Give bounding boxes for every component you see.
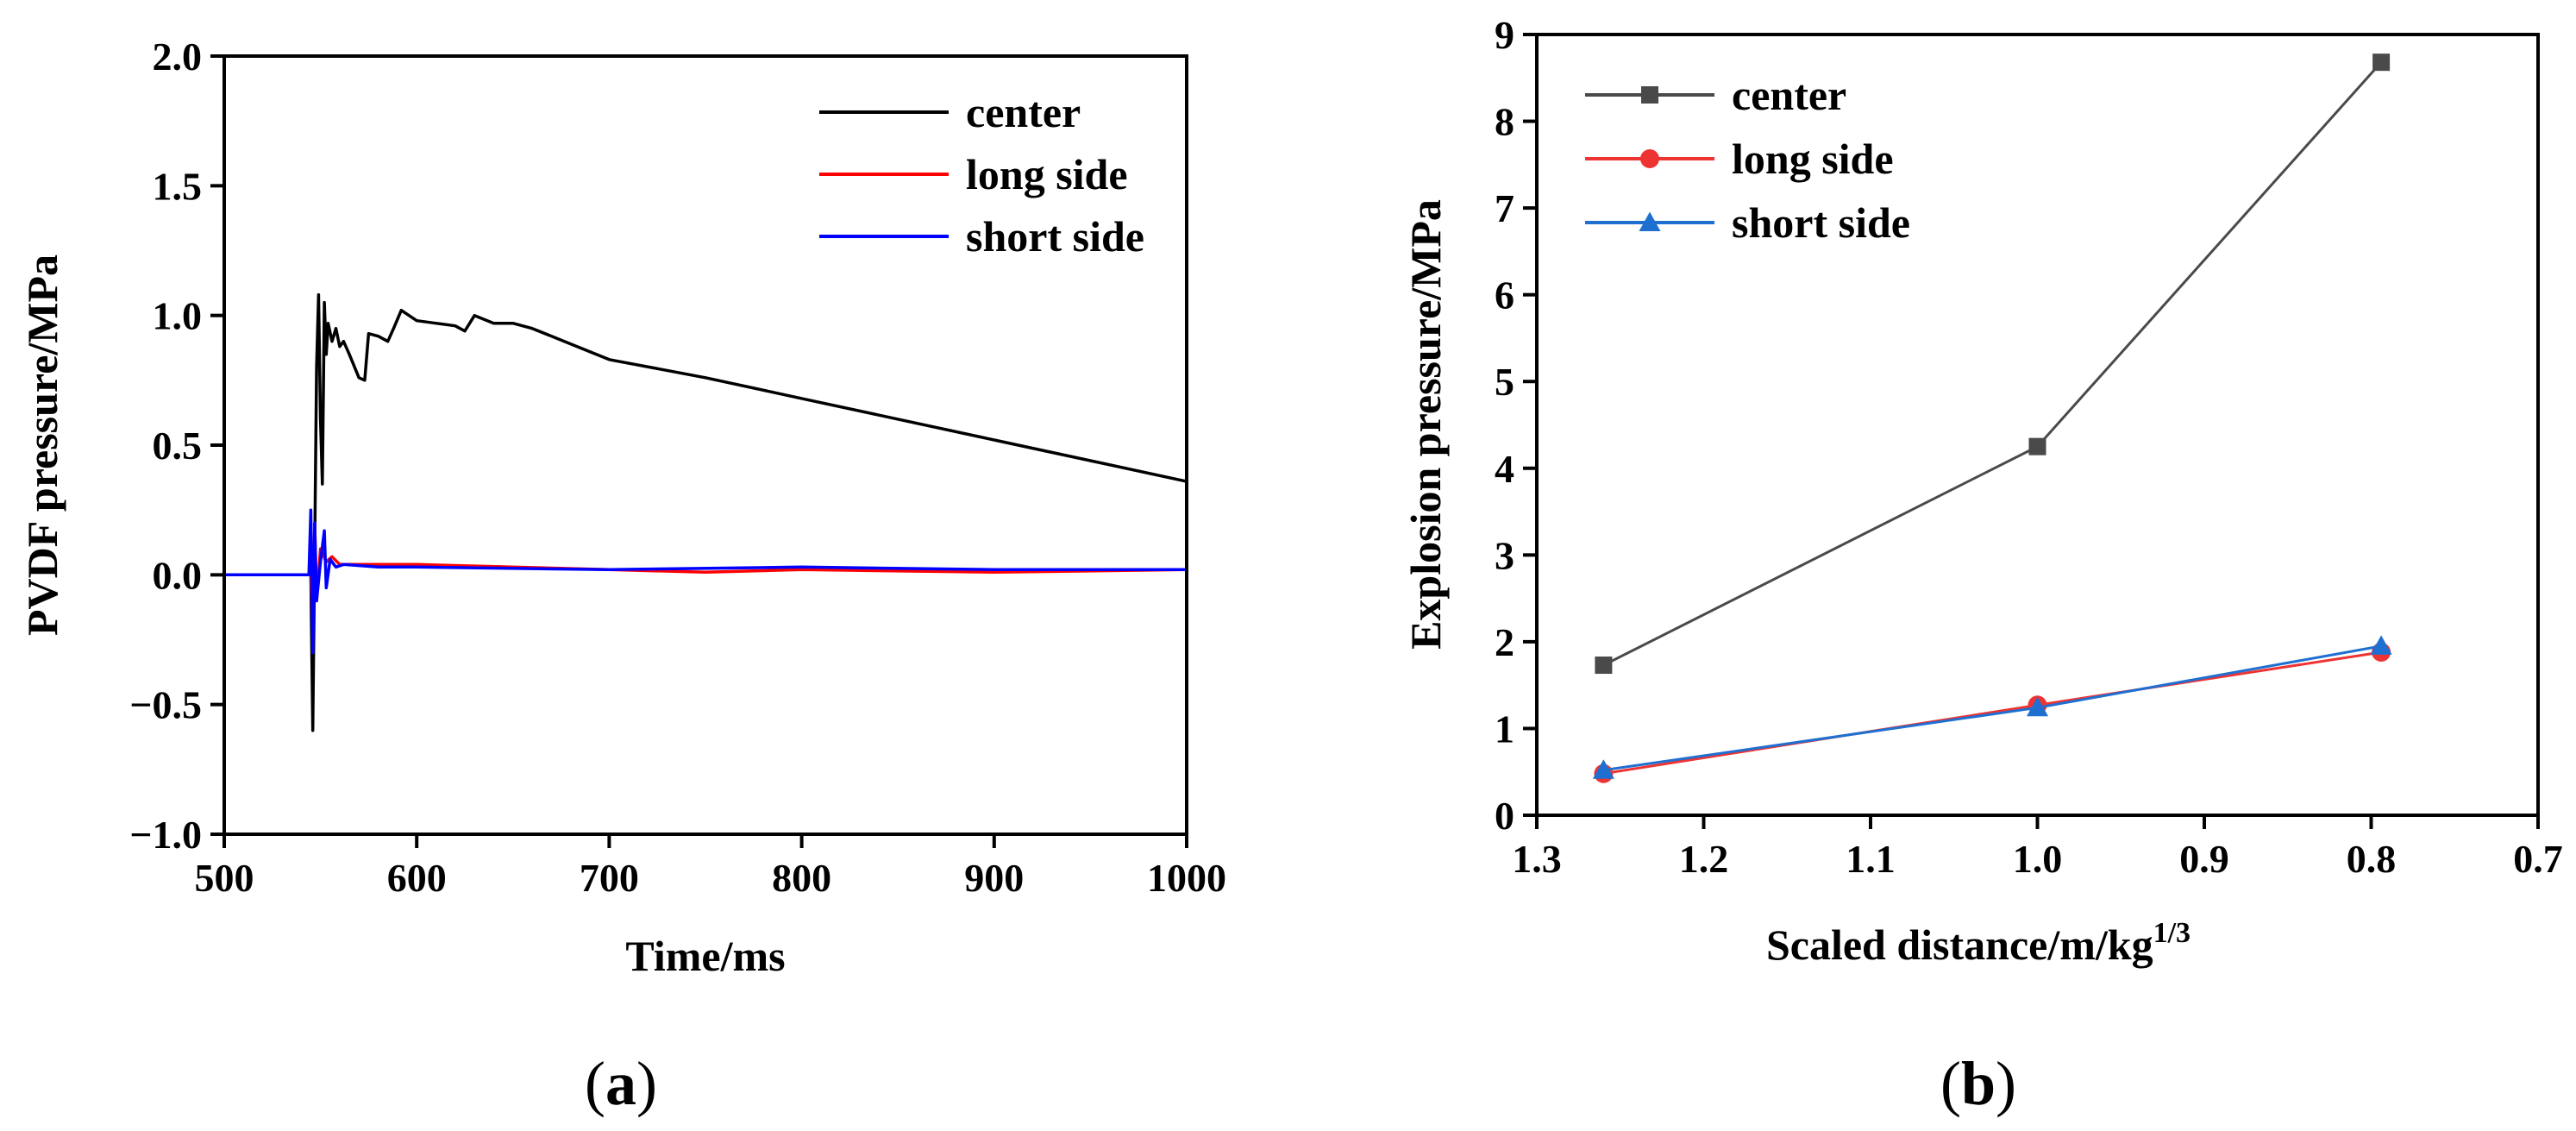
chart-b-ytick-label: 2 xyxy=(1495,620,1514,664)
chart-b-legend-marker-short-side xyxy=(1639,211,1661,231)
chart-a-ytick-label: 1.0 xyxy=(153,294,203,338)
chart-b-xtick-label: 1.0 xyxy=(2013,837,2063,881)
chart-b-legend-label-center: center xyxy=(1732,71,1846,119)
chart-a-ytick-label: 0.5 xyxy=(153,424,203,468)
chart-a-panel-open-paren: ( xyxy=(585,1049,605,1118)
chart-b-center-point xyxy=(2372,53,2391,72)
chart-b-xtick-label: 0.9 xyxy=(2179,837,2229,881)
chart-b-ytick-label: 1 xyxy=(1495,707,1514,751)
chart-b-legend-marker-long-side xyxy=(1640,149,1659,168)
chart-b-legend-label-long-side: long side xyxy=(1732,135,1894,183)
chart-b-xtick-label: 1.3 xyxy=(1512,837,1562,881)
chart-b-series-center-line xyxy=(1602,61,2383,667)
chart-a-xtick-label: 800 xyxy=(772,856,831,900)
chart-b-center-point xyxy=(1595,657,1613,675)
chart-a-xlabel: Time/ms xyxy=(625,932,785,980)
chart-b-panel-label: (b) xyxy=(1940,1049,2016,1118)
chart-b-ticks: 1.3 1.2 1.1 1.0 0.9 0.8 0.7 0 1 2 3 4 5 6 7 8 9 xyxy=(1495,13,2563,881)
chart-b-short-side-point xyxy=(2370,635,2392,655)
chart-a-xtick-label: 700 xyxy=(580,856,639,900)
chart-a-xtick-label: 600 xyxy=(387,856,447,900)
chart-b-xtick-label: 1.2 xyxy=(1679,837,1729,881)
chart-b-ytick-label: 0 xyxy=(1495,794,1514,838)
chart-a-series-layer xyxy=(224,292,1188,732)
chart-a-series-short-side-line xyxy=(224,508,1187,655)
chart-a-xtick-label: 500 xyxy=(195,856,254,900)
chart-b-legend-marker-center xyxy=(1641,86,1658,104)
chart-a-legend: center long side short side xyxy=(819,88,1144,261)
chart-panel-b: 1.3 1.2 1.1 1.0 0.9 0.8 0.7 0 1 2 3 4 5 6 7 8 9 center lo… xyxy=(1401,13,2563,1118)
chart-b-xlabel-sup: 1/3 xyxy=(2153,917,2191,949)
chart-b-ylabel: Explosion pressure/MPa xyxy=(1401,199,1450,650)
chart-b-ytick-label: 9 xyxy=(1495,13,1514,57)
chart-b-ytick-label: 8 xyxy=(1495,100,1514,144)
chart-a-series-center-line xyxy=(224,292,1188,732)
chart-b-panel-open-paren: ( xyxy=(1940,1049,1961,1118)
chart-a-panel-close-paren: ) xyxy=(636,1049,657,1118)
chart-b-ytick-label: 3 xyxy=(1495,533,1514,577)
chart-a-panel-letter: a xyxy=(605,1049,636,1118)
chart-b-short-side-point xyxy=(1592,759,1614,779)
chart-b-panel-letter: b xyxy=(1961,1049,1996,1118)
chart-a-ytick-label: 1.5 xyxy=(153,164,203,208)
chart-a-ylabel: PVDF pressure/MPa xyxy=(18,254,66,636)
chart-b-ytick-label: 5 xyxy=(1495,360,1514,404)
chart-b-center-point xyxy=(2028,437,2046,456)
chart-a-panel-label: (a) xyxy=(585,1049,657,1118)
chart-b-xtick-label: 0.7 xyxy=(2513,837,2563,881)
chart-b-series-layer xyxy=(1592,53,2392,783)
chart-a-series-long-side-line xyxy=(224,521,1188,629)
chart-a-xtick-label: 1000 xyxy=(1147,856,1226,900)
chart-a-ytick-label: −0.5 xyxy=(129,683,202,727)
chart-b-short-side-point xyxy=(2027,696,2048,717)
chart-a-legend-label-short-side: short side xyxy=(966,212,1144,261)
chart-b-ytick-label: 4 xyxy=(1495,447,1514,491)
chart-a-ytick-label: −1.0 xyxy=(129,813,202,857)
chart-b-xtick-label: 0.8 xyxy=(2347,837,2397,881)
chart-b-xlabel: Scaled distance/m/kg1/3 xyxy=(1766,917,2191,969)
chart-b-legend: center long side short side xyxy=(1585,71,1910,247)
chart-b-legend-label-short-side: short side xyxy=(1732,198,1910,247)
chart-a-legend-label-long-side: long side xyxy=(966,150,1128,198)
chart-panel-a: 500 600 700 800 900 1000 −1.0 −0.5 0.0 0.5 1.0 1.5 2… xyxy=(18,35,1226,1118)
chart-b-series-short-side-line xyxy=(1603,644,2382,772)
chart-b-ytick-label: 7 xyxy=(1495,186,1514,230)
chart-a-legend-label-center: center xyxy=(966,88,1081,136)
chart-a-ticks: 500 600 700 800 900 1000 −1.0 −0.5 0.0 0.5 1.0 1.5 2… xyxy=(129,35,1226,900)
chart-a-xtick-label: 900 xyxy=(964,856,1024,900)
chart-b-panel-close-paren: ) xyxy=(1996,1049,2016,1118)
chart-b-xtick-label: 1.1 xyxy=(1846,837,1896,881)
chart-b-ytick-label: 6 xyxy=(1495,273,1514,317)
chart-b-xlabel-main: Scaled distance/m/kg xyxy=(1766,921,2153,969)
chart-a-ytick-label: 0.0 xyxy=(153,553,203,597)
chart-a-ytick-label: 2.0 xyxy=(153,35,203,79)
